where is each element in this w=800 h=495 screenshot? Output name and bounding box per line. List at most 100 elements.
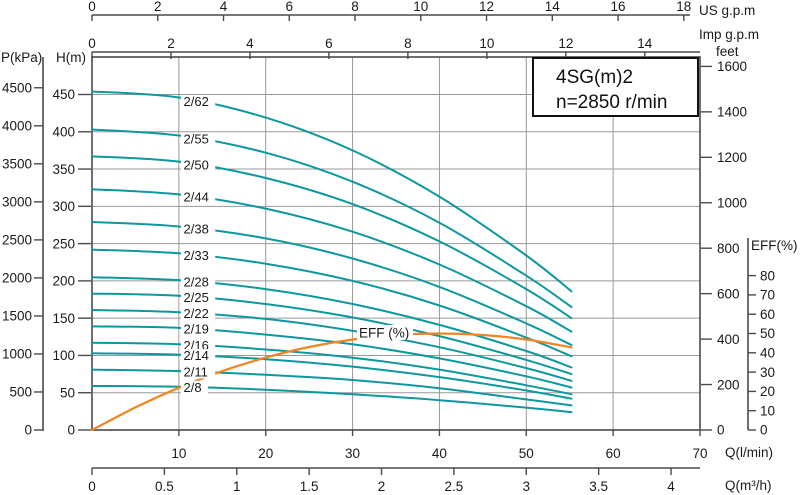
us-gpm-tick-label: 16: [611, 0, 626, 14]
feet-tick-label: 0: [717, 423, 725, 438]
curve-label-bg: [181, 307, 216, 321]
us-gpm-tick-label: 14: [545, 0, 561, 14]
p-kpa-tick-label: 2500: [2, 233, 32, 248]
feet-axis-title: feet: [716, 44, 739, 59]
h-m-axis-title: H(m): [56, 50, 86, 65]
q-m3h-tick-label: 0.5: [155, 479, 174, 494]
feet-tick-label: 1000: [717, 195, 747, 210]
model-name: 4SG(m)2: [556, 67, 634, 88]
h-m-tick-label: 400: [52, 124, 75, 139]
q-lmin-tick-label: 40: [432, 446, 447, 461]
curve-label-bg: [181, 95, 216, 109]
imp-gpm-axis-title: Imp g.p.m: [699, 27, 760, 42]
us-gpm-tick-label: 4: [220, 0, 228, 14]
curve-label-2-22: 2/22: [184, 306, 209, 321]
p-kpa-tick-label: 0: [24, 423, 32, 438]
pump-curve-2-19: [91, 325, 573, 389]
q-m3h-tick-label: 1.5: [300, 479, 319, 494]
curve-label-bg: [181, 248, 216, 262]
curve-label-bg: [181, 158, 216, 172]
p-kpa-tick-label: 2000: [2, 271, 32, 286]
imp-gpm-tick-label: 14: [637, 36, 653, 51]
us-gpm-tick-label: 10: [413, 0, 428, 14]
pump-curve-2-22: [91, 309, 573, 382]
imp-gpm-tick-label: 10: [479, 36, 494, 51]
curve-label-bg: [181, 275, 216, 289]
pump-curve-2-50: [91, 155, 573, 320]
h-m-tick-label: 0: [67, 423, 75, 438]
q-m3h-tick-label: 3: [523, 479, 531, 494]
feet-tick-label: 800: [717, 241, 740, 256]
us-gpm-tick-label: 18: [676, 0, 691, 14]
pump-curve-2-25: [91, 292, 573, 376]
h-m-tick-label: 200: [52, 274, 75, 289]
curve-label-bg: [181, 322, 216, 336]
h-m-tick-label: 300: [52, 199, 75, 214]
curve-label-bg: [181, 365, 216, 379]
curve-label-2-38: 2/38: [184, 221, 209, 236]
p-kpa-tick-label: 3000: [2, 195, 32, 210]
curve-label-bg: [181, 290, 216, 304]
curve-label-2-33: 2/33: [184, 248, 209, 263]
curve-label-2-16: 2/16: [184, 338, 209, 353]
pump-curve-2-14: [91, 352, 573, 400]
us-gpm-tick-label: 6: [286, 0, 294, 14]
h-m-tick-label: 350: [52, 162, 75, 177]
pump-curve-2-44: [91, 188, 573, 333]
p-kpa-tick-label: 500: [9, 385, 32, 400]
curve-label-bg: [181, 349, 216, 363]
curve-label-2-19: 2/19: [184, 322, 209, 337]
pump-curve-2-16: [91, 341, 573, 396]
q-m3h-axis-title: Q(m³/h): [725, 478, 772, 493]
imp-gpm-tick-label: 6: [325, 36, 333, 51]
q-m3h-tick-label: 2: [378, 479, 386, 494]
eff-tick-label: 10: [760, 403, 775, 418]
q-m3h-tick-label: 2.5: [445, 479, 464, 494]
pump-curve-2-62: [91, 90, 573, 293]
q-m3h-tick-label: 0: [88, 479, 96, 494]
imp-gpm-tick-label: 12: [558, 36, 573, 51]
q-lmin-tick-label: 30: [345, 446, 360, 461]
pump-curve-2-28: [91, 276, 573, 369]
us-gpm-axis-title: US g.p.m: [699, 3, 756, 18]
eff-tick-label: 70: [760, 288, 775, 303]
q-m3h-tick-label: 4: [667, 479, 675, 494]
feet-tick-label: 400: [717, 332, 740, 347]
p-kpa-tick-label: 3500: [2, 157, 32, 172]
h-m-tick-label: 50: [60, 385, 75, 400]
feet-tick-label: 600: [717, 286, 740, 301]
curve-label-bg: [181, 380, 208, 394]
eff-tick-label: 60: [760, 307, 775, 322]
eff-tick-label: 0: [760, 423, 768, 438]
eff-tick-label: 50: [760, 326, 775, 341]
p-kpa-tick-label: 4000: [2, 119, 32, 134]
eff-tick-label: 20: [760, 384, 775, 399]
curve-label-2-44: 2/44: [184, 190, 209, 205]
q-m3h-tick-label: 1: [233, 479, 241, 494]
pump-curve-2-8: [91, 385, 573, 414]
imp-gpm-tick-label: 2: [167, 36, 175, 51]
feet-tick-label: 1600: [717, 59, 747, 74]
curve-label-bg: [181, 132, 216, 146]
p-kpa-tick-label: 1000: [2, 347, 32, 362]
us-gpm-tick-label: 2: [154, 0, 162, 14]
q-m3h-tick-label: 3.5: [589, 479, 608, 494]
curve-label-bg: [181, 338, 216, 352]
pump-curve-2-33: [91, 248, 573, 358]
us-gpm-tick-label: 0: [88, 0, 96, 14]
imp-gpm-tick-label: 4: [246, 36, 254, 51]
eff-tick-label: 80: [760, 268, 775, 283]
imp-gpm-tick-label: 8: [404, 36, 412, 51]
curve-label-2-50: 2/50: [184, 157, 209, 172]
q-lmin-tick-label: 70: [692, 446, 707, 461]
eff-tick-label: 30: [760, 365, 775, 380]
q-lmin-tick-label: 50: [519, 446, 534, 461]
curve-label-bg: [181, 190, 216, 204]
h-m-tick-label: 450: [52, 87, 75, 102]
feet-tick-label: 1400: [717, 105, 747, 120]
q-lmin-axis-title: Q(l/min): [725, 445, 773, 460]
pump-curve-2-11: [91, 368, 573, 407]
q-lmin-tick-label: 20: [258, 446, 273, 461]
